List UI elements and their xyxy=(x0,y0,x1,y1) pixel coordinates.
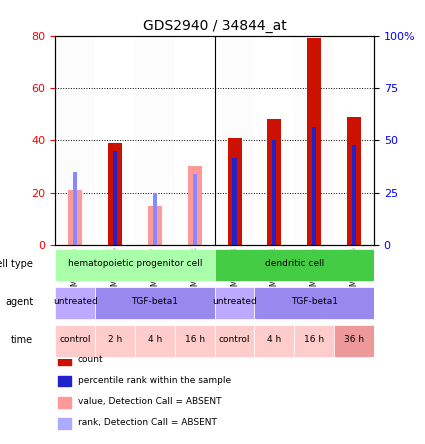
Text: TGF-beta1: TGF-beta1 xyxy=(291,297,338,306)
Text: untreated: untreated xyxy=(53,297,98,306)
Bar xyxy=(148,206,162,245)
Bar xyxy=(312,127,316,245)
Bar xyxy=(347,117,361,245)
Bar xyxy=(68,190,82,245)
Text: agent: agent xyxy=(5,297,33,307)
Text: cell type: cell type xyxy=(0,259,33,269)
FancyBboxPatch shape xyxy=(255,325,294,357)
Text: dendritic cell: dendritic cell xyxy=(265,259,324,268)
Bar xyxy=(193,174,197,245)
Text: rank, Detection Call = ABSENT: rank, Detection Call = ABSENT xyxy=(77,418,216,428)
FancyBboxPatch shape xyxy=(215,287,255,319)
Bar xyxy=(352,145,356,245)
Text: count: count xyxy=(77,354,103,364)
Bar xyxy=(58,418,71,429)
Bar xyxy=(255,36,294,245)
Text: 4 h: 4 h xyxy=(267,336,281,345)
Bar xyxy=(227,138,241,245)
FancyBboxPatch shape xyxy=(55,325,95,357)
Bar xyxy=(334,36,374,245)
Bar xyxy=(307,38,321,245)
FancyBboxPatch shape xyxy=(215,249,374,281)
FancyBboxPatch shape xyxy=(294,325,334,357)
Title: GDS2940 / 34844_at: GDS2940 / 34844_at xyxy=(143,19,286,33)
Bar xyxy=(175,36,215,245)
Text: 2 h: 2 h xyxy=(108,336,122,345)
Bar xyxy=(113,151,117,245)
FancyBboxPatch shape xyxy=(95,325,135,357)
FancyBboxPatch shape xyxy=(215,325,255,357)
Bar xyxy=(272,140,277,245)
Text: control: control xyxy=(219,336,250,345)
FancyBboxPatch shape xyxy=(135,325,175,357)
Bar xyxy=(153,193,157,245)
Bar xyxy=(108,143,122,245)
FancyBboxPatch shape xyxy=(55,287,95,319)
FancyBboxPatch shape xyxy=(175,325,215,357)
Text: value, Detection Call = ABSENT: value, Detection Call = ABSENT xyxy=(77,397,221,406)
Text: control: control xyxy=(60,336,91,345)
Bar xyxy=(135,36,175,245)
FancyBboxPatch shape xyxy=(334,325,374,357)
Bar xyxy=(58,397,71,408)
Text: hematopoietic progenitor cell: hematopoietic progenitor cell xyxy=(68,259,202,268)
FancyBboxPatch shape xyxy=(55,249,215,281)
Bar xyxy=(188,166,202,245)
Text: 16 h: 16 h xyxy=(184,336,205,345)
Text: time: time xyxy=(11,335,33,345)
FancyBboxPatch shape xyxy=(95,287,215,319)
Bar xyxy=(215,36,255,245)
Text: TGF-beta1: TGF-beta1 xyxy=(131,297,178,306)
Bar xyxy=(55,36,95,245)
Text: 4 h: 4 h xyxy=(148,336,162,345)
Bar xyxy=(267,119,281,245)
Bar xyxy=(294,36,334,245)
Bar xyxy=(73,171,77,245)
Text: 36 h: 36 h xyxy=(344,336,364,345)
Bar xyxy=(95,36,135,245)
Bar xyxy=(58,376,71,386)
Text: 16 h: 16 h xyxy=(304,336,324,345)
Bar xyxy=(232,159,237,245)
Text: untreated: untreated xyxy=(212,297,257,306)
Text: percentile rank within the sample: percentile rank within the sample xyxy=(77,376,231,385)
Bar xyxy=(58,354,71,365)
FancyBboxPatch shape xyxy=(255,287,374,319)
